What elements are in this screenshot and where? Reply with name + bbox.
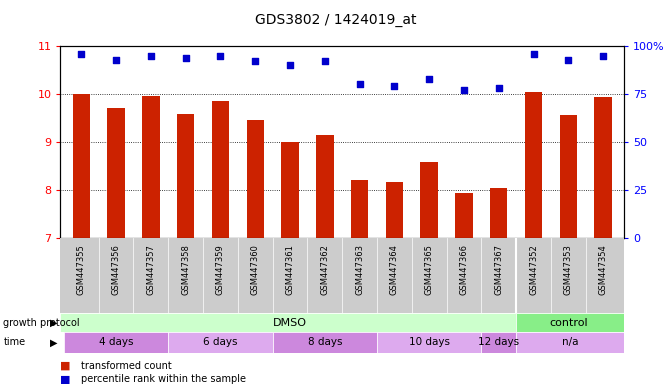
- Bar: [212, 101, 229, 238]
- Text: GDS3802 / 1424019_at: GDS3802 / 1424019_at: [255, 13, 416, 27]
- Bar: [168, 332, 272, 353]
- Text: GSM447362: GSM447362: [320, 244, 329, 295]
- Text: ▶: ▶: [50, 337, 57, 348]
- Text: ■: ■: [60, 361, 71, 371]
- Point: [424, 76, 435, 82]
- Text: GSM447356: GSM447356: [111, 244, 121, 295]
- Bar: [516, 313, 624, 332]
- Text: GSM447358: GSM447358: [181, 244, 190, 295]
- Text: 10 days: 10 days: [409, 337, 450, 348]
- Text: GSM447352: GSM447352: [529, 244, 538, 295]
- Point: [76, 51, 87, 57]
- Point: [389, 83, 400, 89]
- Point: [354, 81, 365, 88]
- Text: GSM447353: GSM447353: [564, 244, 573, 295]
- Text: GSM447365: GSM447365: [425, 244, 433, 295]
- Point: [250, 58, 260, 65]
- Bar: [595, 98, 612, 238]
- Text: 6 days: 6 days: [203, 337, 238, 348]
- Bar: [525, 92, 542, 238]
- Text: GSM447357: GSM447357: [146, 244, 156, 295]
- Bar: [72, 94, 90, 238]
- Bar: [456, 194, 472, 238]
- Bar: [107, 108, 125, 238]
- Bar: [560, 115, 577, 238]
- Bar: [64, 332, 168, 353]
- Point: [319, 58, 330, 65]
- Bar: [142, 96, 160, 238]
- Text: transformed count: transformed count: [81, 361, 171, 371]
- Bar: [481, 332, 516, 353]
- Bar: [351, 179, 368, 238]
- Text: growth protocol: growth protocol: [3, 318, 80, 328]
- Bar: [177, 114, 195, 238]
- Point: [215, 53, 226, 59]
- Text: GSM447360: GSM447360: [251, 244, 260, 295]
- Text: 8 days: 8 days: [307, 337, 342, 348]
- Text: control: control: [549, 318, 588, 328]
- Text: DMSO: DMSO: [273, 318, 307, 328]
- Text: GSM447359: GSM447359: [216, 244, 225, 295]
- Bar: [386, 182, 403, 238]
- Text: 4 days: 4 days: [99, 337, 134, 348]
- Point: [111, 56, 121, 63]
- Point: [285, 62, 295, 68]
- Bar: [377, 332, 481, 353]
- Text: GSM447354: GSM447354: [599, 244, 608, 295]
- Text: n/a: n/a: [562, 337, 578, 348]
- Bar: [246, 119, 264, 238]
- Text: GSM447363: GSM447363: [355, 244, 364, 295]
- Point: [563, 56, 574, 63]
- Text: GSM447364: GSM447364: [390, 244, 399, 295]
- Text: GSM447355: GSM447355: [76, 244, 86, 295]
- Text: ▶: ▶: [50, 318, 57, 328]
- Text: 12 days: 12 days: [478, 337, 519, 348]
- Text: GSM447361: GSM447361: [286, 244, 295, 295]
- Text: time: time: [3, 337, 25, 348]
- Bar: [421, 162, 438, 238]
- Text: GSM447366: GSM447366: [460, 244, 468, 295]
- Bar: [60, 313, 516, 332]
- Point: [458, 87, 469, 93]
- Bar: [281, 142, 299, 238]
- Text: GSM447367: GSM447367: [495, 244, 503, 295]
- Point: [598, 53, 609, 59]
- Bar: [490, 188, 507, 238]
- Bar: [272, 332, 377, 353]
- Point: [180, 55, 191, 61]
- Text: ■: ■: [60, 374, 71, 384]
- Bar: [316, 135, 333, 238]
- Text: percentile rank within the sample: percentile rank within the sample: [81, 374, 246, 384]
- Bar: [516, 332, 624, 353]
- Point: [528, 51, 539, 57]
- Point: [493, 85, 504, 91]
- Point: [146, 53, 156, 59]
